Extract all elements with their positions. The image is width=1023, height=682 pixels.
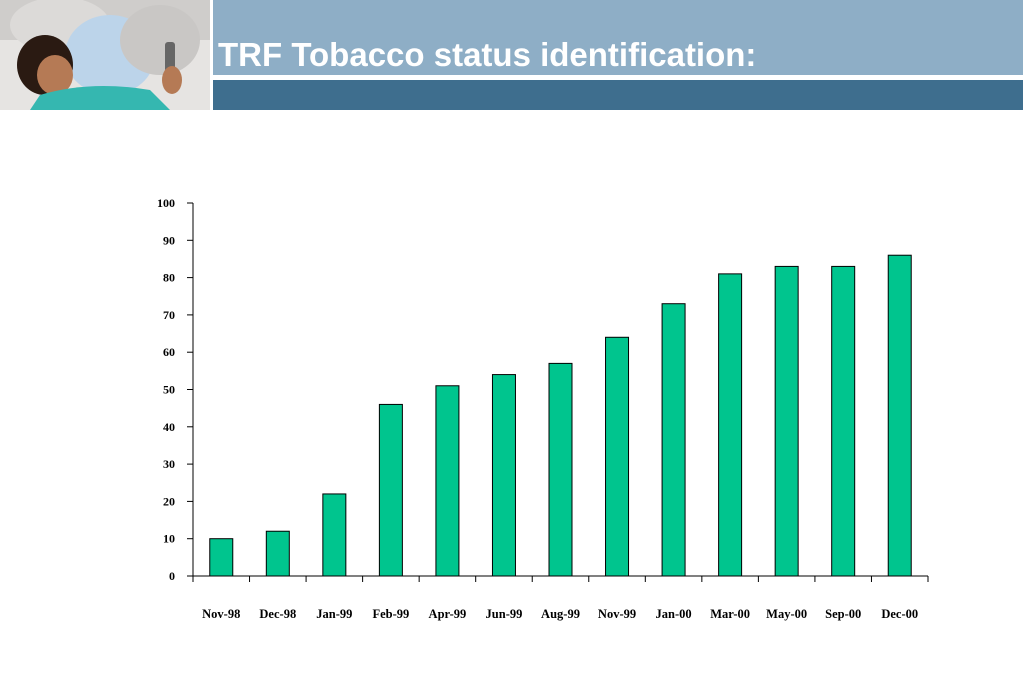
- y-tick-label: 100: [157, 196, 175, 210]
- header-band: [213, 80, 1023, 110]
- x-tick-label: Jan-00: [656, 607, 692, 621]
- x-tick-label: Mar-00: [710, 607, 750, 621]
- x-tick-label: Dec-00: [881, 607, 918, 621]
- slide-title: TRF Tobacco status identification:: [218, 36, 757, 73]
- bar: [209, 538, 234, 577]
- bar: [548, 362, 573, 577]
- x-tick-label: Nov-98: [202, 607, 240, 621]
- bar: [887, 254, 912, 577]
- header-bar: [213, 0, 1023, 75]
- bar: [265, 530, 290, 577]
- x-tick-label: May-00: [766, 607, 807, 621]
- bar: [322, 493, 347, 577]
- x-tick-label: Sep-00: [825, 607, 861, 621]
- bar: [491, 374, 516, 577]
- y-tick-label: 30: [163, 457, 175, 471]
- y-tick-label: 20: [163, 494, 175, 508]
- y-tick-label: 70: [163, 308, 175, 322]
- bar: [774, 265, 799, 577]
- bar: [605, 336, 630, 577]
- x-tick-label: Jan-99: [316, 607, 352, 621]
- bar: [661, 303, 686, 577]
- y-tick-label: 90: [163, 233, 175, 247]
- bar: [831, 265, 856, 577]
- bar: [718, 273, 743, 577]
- x-tick-label: Feb-99: [372, 607, 409, 621]
- x-tick-label: Dec-98: [259, 607, 296, 621]
- y-tick-label: 50: [163, 383, 175, 397]
- x-tick-label: Aug-99: [541, 607, 580, 621]
- y-tick-label: 40: [163, 420, 175, 434]
- x-tick-label: Nov-99: [598, 607, 636, 621]
- x-tick-label: Jun-99: [486, 607, 523, 621]
- x-tick-label: Apr-99: [429, 607, 467, 621]
- y-tick-label: 80: [163, 271, 175, 285]
- y-tick-label: 0: [169, 569, 175, 583]
- header-photo: [0, 0, 210, 110]
- woman-with-phone-image: [0, 0, 210, 110]
- y-tick-label: 60: [163, 345, 175, 359]
- bar: [378, 403, 403, 577]
- y-tick-label: 10: [163, 532, 175, 546]
- bar: [435, 385, 460, 577]
